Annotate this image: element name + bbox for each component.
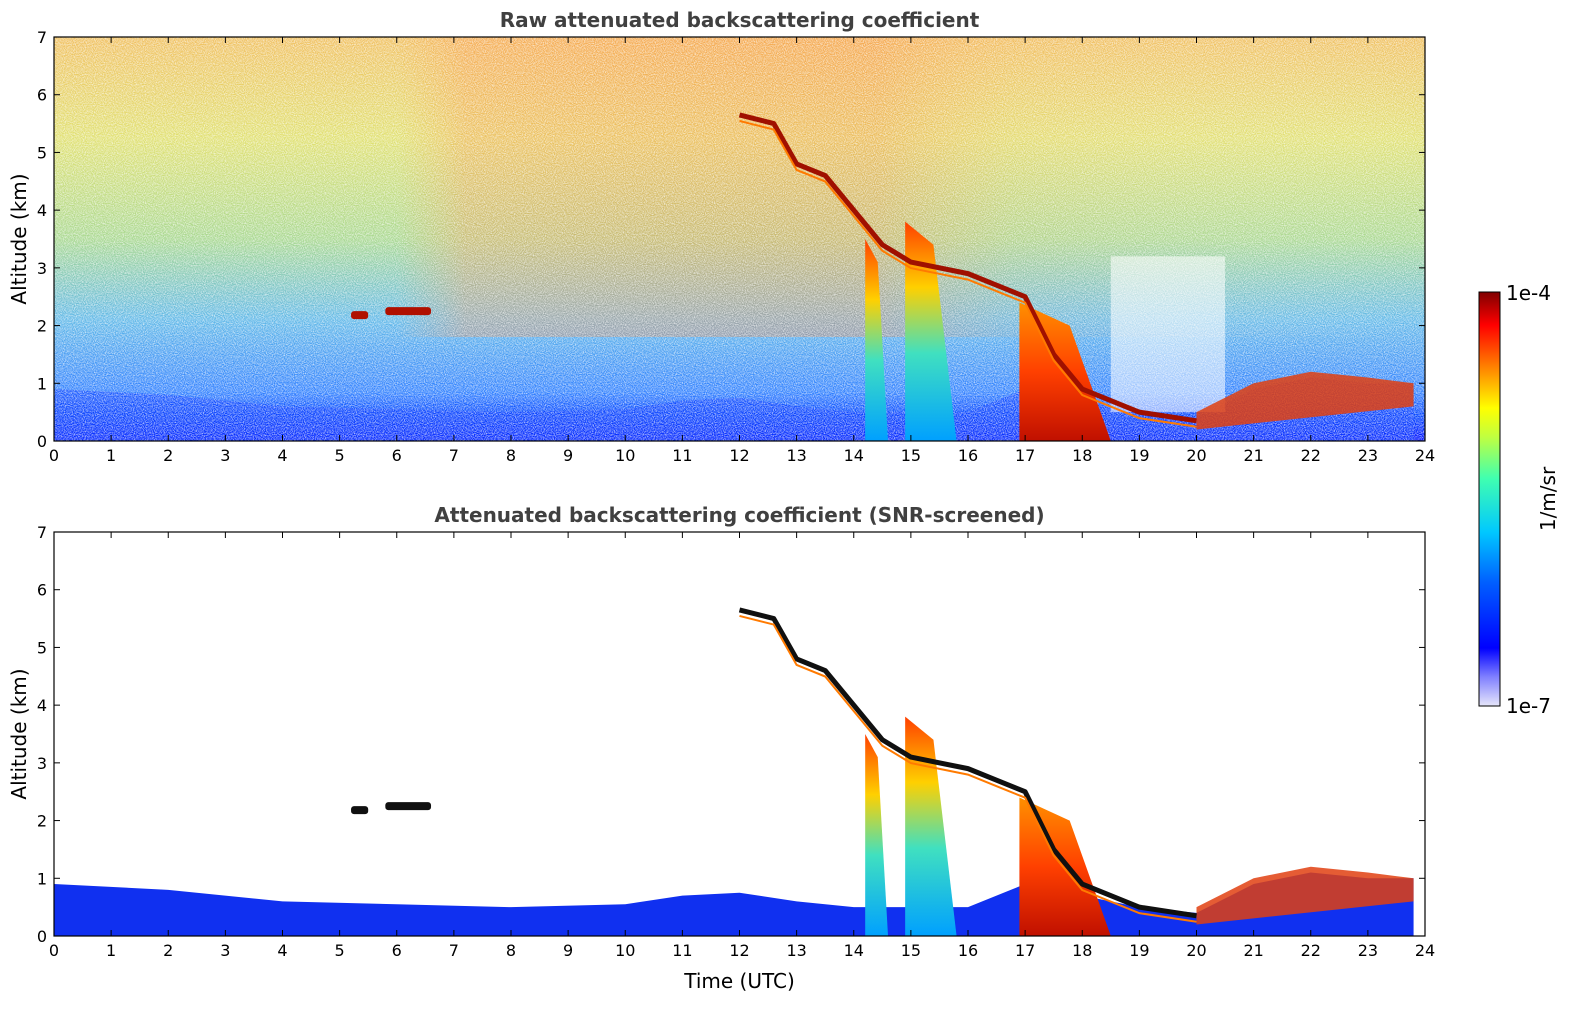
y-tick-label: 5 — [37, 638, 47, 657]
y-tick-label: 1 — [37, 374, 47, 393]
x-tick-label: 19 — [1129, 446, 1149, 465]
y-tick-label: 3 — [37, 754, 47, 773]
y-tick-label: 2 — [37, 317, 47, 336]
boundary-layer-cloud — [1196, 866, 1414, 925]
fallstreak — [865, 239, 889, 441]
colorbar: 1e-4 1e-7 1/m/sr — [1478, 281, 1560, 718]
x-tick-label: 22 — [1301, 446, 1321, 465]
y-tick-label: 1 — [37, 869, 47, 888]
colorbar-unit-label: 1/m/sr — [1536, 466, 1560, 531]
x-tick-label: 0 — [49, 446, 59, 465]
x-tick-label: 21 — [1243, 446, 1263, 465]
fallstreak — [865, 734, 889, 936]
colorbar-max-label: 1e-4 — [1506, 281, 1551, 305]
x-tick-label: 18 — [1072, 941, 1092, 960]
x-tick-label: 8 — [506, 446, 516, 465]
x-axis-label: Time (UTC) — [683, 969, 795, 993]
cirrus-band — [738, 112, 1197, 424]
x-tick-label: 6 — [392, 941, 402, 960]
x-tick-label: 14 — [844, 446, 864, 465]
x-tick-label: 18 — [1072, 446, 1092, 465]
x-tick-label: 10 — [615, 941, 635, 960]
x-tick-label: 5 — [335, 941, 345, 960]
x-tick-label: 23 — [1358, 941, 1378, 960]
heatmap-screened — [54, 532, 1425, 936]
y-tick-label: 7 — [37, 523, 47, 542]
x-tick-label: 11 — [672, 941, 692, 960]
x-tick-label: 4 — [277, 941, 287, 960]
cirrus-band — [738, 607, 1197, 919]
x-tick-label: 12 — [729, 941, 749, 960]
panel-title: Raw attenuated backscattering coefficien… — [500, 8, 980, 32]
axis-ticks: 0 1 2 3 4 5 6 7 8 9 10 11 12 13 14 15 16 17 18 19 20 21 22 23 24… — [37, 523, 1435, 960]
x-tick-label: 13 — [786, 446, 806, 465]
x-tick-label: 21 — [1243, 941, 1263, 960]
x-tick-label: 24 — [1415, 941, 1435, 960]
x-tick-label: 2 — [163, 941, 173, 960]
x-tick-label: 10 — [615, 446, 635, 465]
x-tick-label: 0 — [49, 941, 59, 960]
x-tick-label: 17 — [1015, 446, 1035, 465]
small-cloud — [351, 311, 369, 320]
x-tick-label: 11 — [672, 446, 692, 465]
x-tick-label: 19 — [1129, 941, 1149, 960]
cirrus-band-edge — [739, 614, 1197, 923]
colorbar-min-label: 1e-7 — [1506, 694, 1551, 718]
x-tick-label: 6 — [392, 446, 402, 465]
x-tick-label: 4 — [277, 446, 287, 465]
boundary-layer-cloud — [1196, 371, 1414, 430]
x-tick-label: 1 — [106, 941, 116, 960]
y-tick-label: 4 — [37, 201, 47, 220]
fallstreak — [905, 716, 957, 936]
x-tick-label: 8 — [506, 941, 516, 960]
x-tick-label: 3 — [220, 941, 230, 960]
small-cloud — [351, 806, 369, 815]
x-tick-label: 16 — [958, 446, 978, 465]
small-cloud — [385, 802, 432, 811]
x-tick-label: 20 — [1186, 941, 1206, 960]
y-tick-label: 0 — [37, 927, 47, 946]
y-tick-label: 6 — [37, 581, 47, 600]
colorbar-gradient — [1478, 291, 1501, 707]
x-tick-label: 12 — [729, 446, 749, 465]
raw-backscatter-panel: Raw attenuated backscattering coefficien… — [7, 8, 1435, 465]
x-tick-label: 22 — [1301, 941, 1321, 960]
x-tick-label: 23 — [1358, 446, 1378, 465]
screened-backscatter-panel: Attenuated backscattering coefficient (S… — [7, 503, 1435, 993]
x-tick-label: 9 — [563, 446, 573, 465]
x-tick-label: 15 — [901, 941, 921, 960]
x-tick-label: 3 — [220, 446, 230, 465]
cirrus-band-edge — [739, 119, 1197, 428]
x-tick-label: 17 — [1015, 941, 1035, 960]
fallstreak — [905, 221, 957, 441]
x-tick-label: 5 — [335, 446, 345, 465]
x-tick-label: 20 — [1186, 446, 1206, 465]
y-tick-label: 4 — [37, 696, 47, 715]
x-tick-label: 24 — [1415, 446, 1435, 465]
x-tick-label: 16 — [958, 941, 978, 960]
x-tick-label: 9 — [563, 941, 573, 960]
x-tick-label: 14 — [844, 941, 864, 960]
x-tick-label: 7 — [449, 446, 459, 465]
heatmap-raw — [54, 37, 1425, 441]
panel-title: Attenuated backscattering coefficient (S… — [434, 503, 1044, 527]
x-tick-label: 2 — [163, 446, 173, 465]
x-tick-label: 13 — [786, 941, 806, 960]
y-tick-label: 6 — [37, 86, 47, 105]
y-axis-label: Altitude (km) — [7, 668, 31, 799]
x-tick-label: 7 — [449, 941, 459, 960]
y-tick-label: 2 — [37, 812, 47, 831]
y-tick-label: 7 — [37, 28, 47, 47]
y-tick-label: 3 — [37, 259, 47, 278]
y-tick-label: 0 — [37, 432, 47, 451]
small-cloud — [385, 307, 432, 316]
x-tick-label: 1 — [106, 446, 116, 465]
x-tick-label: 15 — [901, 446, 921, 465]
y-tick-label: 5 — [37, 143, 47, 162]
y-axis-label: Altitude (km) — [7, 173, 31, 304]
axis-ticks: 0 1 2 3 4 5 6 7 8 9 10 11 12 13 14 15 16 17 18 19 20 21 22 23 24… — [37, 28, 1435, 465]
